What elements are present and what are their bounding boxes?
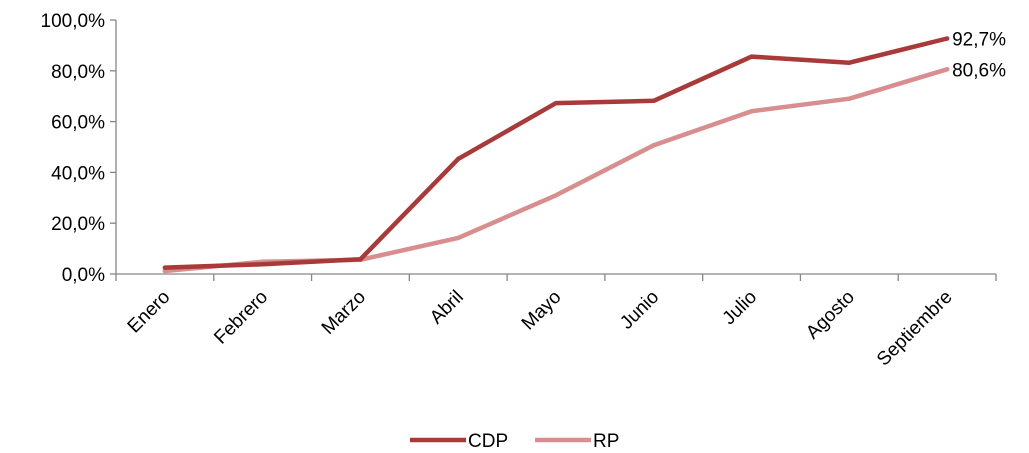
x-tick-label: Febrero [210,287,272,349]
axes [115,20,996,275]
data-point-cdp [456,156,461,162]
legend-label-cdp: CDP [468,431,508,452]
x-tick-label: Marzo [318,287,370,339]
data-point-rp [162,268,168,274]
data-point-rp [651,143,656,148]
legend-label-rp: RP [593,431,619,452]
data-point-rp [456,235,461,241]
end-data-label-cdp: 92,7% [952,30,1006,51]
data-point-rp [749,108,754,114]
y-tick-label: 100,0% [41,11,106,32]
data-point-cdp [260,262,265,267]
y-tick-label: 0,0% [62,265,105,286]
x-tick-label: Enero [124,287,175,338]
x-tick-label: Junio [616,287,663,334]
x-tick-label: Septiembre [873,287,957,371]
data-point-cdp [847,60,852,65]
series-line-rp [162,67,950,274]
end-data-label-rp: 80,6% [952,60,1006,81]
data-point-cdp [553,100,559,106]
data-point-cdp [162,265,168,270]
legend: CDP RP [410,431,619,452]
series-lines [162,36,950,274]
y-tick-label: 20,0% [51,214,105,235]
y-tick-label: 40,0% [51,163,105,184]
data-point-rp [944,67,950,72]
series-line-cdp [162,36,950,270]
data-point-cdp [749,54,754,59]
data-point-cdp [651,98,656,103]
data-point-cdp [944,36,950,41]
data-point-rp [553,193,559,198]
data-point-cdp [358,257,363,262]
x-tick-label: Abril [426,287,468,329]
y-tick-label: 80,0% [51,62,105,83]
axis-ticks: 0,0% 20,0% 40,0% 60,0% 80,0% 100,0% Enero Febre… [41,11,997,371]
data-labels: 92,7% 80,6% [952,30,1006,82]
y-tick-label: 60,0% [51,113,105,134]
data-point-rp [847,96,852,101]
x-tick-label: Mayo [518,287,566,335]
x-tick-label: Julio [719,287,761,329]
x-tick-label: Agosto [802,287,859,344]
